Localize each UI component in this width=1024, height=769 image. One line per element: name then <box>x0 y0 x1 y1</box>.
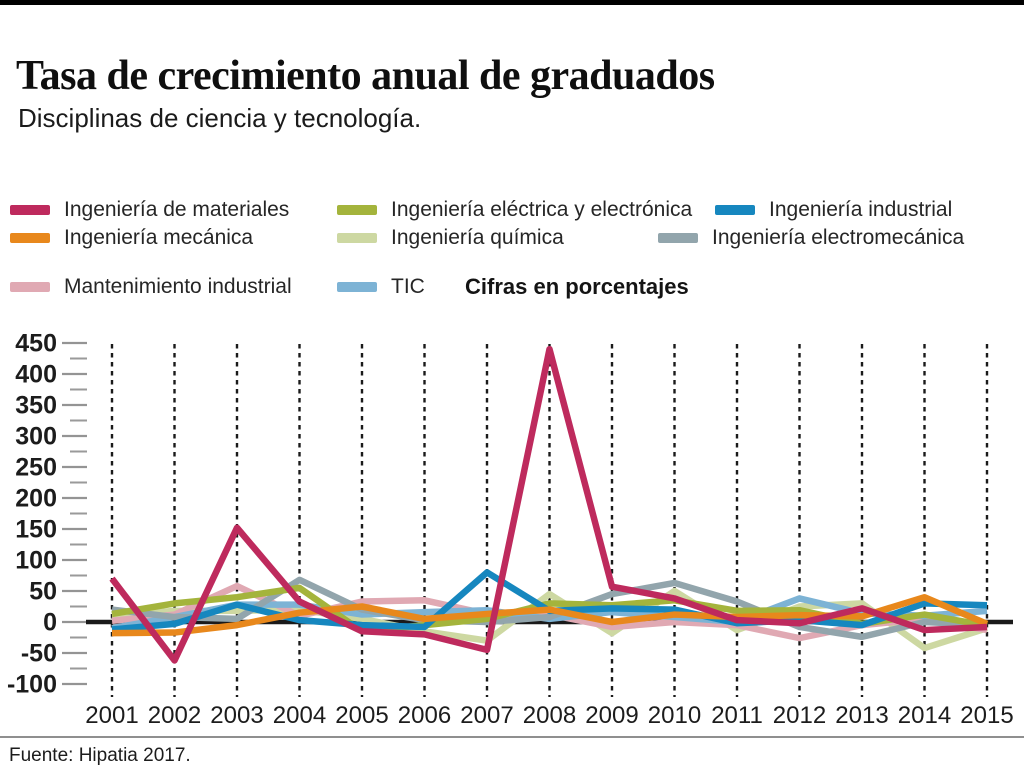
page-subtitle: Disciplinas de ciencia y tecnología. <box>18 103 422 133</box>
x-tick-label-2008: 2008 <box>523 702 576 729</box>
legend: Ingeniería de materiales Ingeniería eléct… <box>0 0 1024 320</box>
x-tick-label-2009: 2009 <box>585 702 638 729</box>
top-border-bar <box>0 0 1024 5</box>
x-tick-label-2001: 2001 <box>85 702 138 729</box>
legend-label: TIC <box>391 275 425 298</box>
y-tick-label: 250 <box>15 454 57 482</box>
legend-item: Ingeniería electromecánica <box>658 226 965 249</box>
legend-label: Ingeniería electromecánica <box>712 226 965 249</box>
legend-label: Mantenimiento industrial <box>64 275 292 298</box>
legend-label: Ingeniería mecánica <box>64 226 254 249</box>
growth-chart: -100 -50 0 50 100 150 200 250 300 350 400 450 2001 20… <box>7 330 1014 729</box>
x-tick-label-2004: 2004 <box>273 702 326 729</box>
y-tick-label: 350 <box>15 392 57 420</box>
y-tick-label: 50 <box>29 578 57 606</box>
y-tick-label: 150 <box>15 516 57 544</box>
series-line-electrica <box>111 584 988 635</box>
x-tick-label-2007: 2007 <box>460 702 513 729</box>
legend-item: Ingeniería mecánica <box>10 226 254 249</box>
legend-swatch-icon <box>658 233 698 243</box>
x-tick-label-2002: 2002 <box>148 702 201 729</box>
source-divider <box>0 736 1024 738</box>
legend-swatch-icon <box>337 282 377 292</box>
x-tick-label-2014: 2014 <box>898 702 951 729</box>
legend-item: Ingeniería industrial <box>715 198 953 221</box>
legend-label: Ingeniería de materiales <box>64 198 290 221</box>
legend-swatch-icon <box>10 205 50 215</box>
y-tick-label: -100 <box>7 671 57 699</box>
x-tick-label-2011: 2011 <box>711 702 763 729</box>
x-tick-label-2013: 2013 <box>835 702 888 729</box>
legend-swatch-icon <box>10 233 50 243</box>
source-text: Fuente: Hipatia 2017. <box>9 745 191 766</box>
page-title: Tasa de crecimiento anual de graduados <box>16 53 715 100</box>
y-tick-label: 200 <box>15 485 57 513</box>
legend-item: Ingeniería eléctrica y electrónica <box>337 198 693 221</box>
x-tick-label-2006: 2006 <box>398 702 451 729</box>
series-line-electromecanica <box>111 576 988 641</box>
legend-item: Ingeniería de materiales <box>10 198 290 221</box>
legend-item: TIC <box>337 275 425 298</box>
y-tick-label: -50 <box>21 640 57 668</box>
legend-swatch-icon <box>715 205 755 215</box>
legend-units-note: Cifras en porcentajes <box>465 274 689 299</box>
x-tick-label-2010: 2010 <box>648 702 701 729</box>
legend-item: Ingeniería química <box>337 226 564 249</box>
legend-label: Ingeniería química <box>391 226 564 249</box>
y-tick-label: 100 <box>15 547 57 575</box>
legend-swatch-icon <box>337 205 377 215</box>
x-tick-label-2015: 2015 <box>960 702 1013 729</box>
x-tick-label-2003: 2003 <box>210 702 263 729</box>
y-tick-label: 300 <box>15 423 57 451</box>
legend-item: Mantenimiento industrial <box>10 275 292 298</box>
y-tick-label: 0 <box>43 609 57 637</box>
y-tick-label: 450 <box>15 330 57 358</box>
x-tick-label-2012: 2012 <box>773 702 826 729</box>
legend-label: Ingeniería industrial <box>769 198 953 221</box>
legend-swatch-icon <box>337 233 377 243</box>
legend-swatch-icon <box>10 282 50 292</box>
y-tick-label: 400 <box>15 361 57 389</box>
legend-label: Ingeniería eléctrica y electrónica <box>391 198 693 221</box>
series-line-materiales <box>109 345 988 664</box>
x-tick-label-2005: 2005 <box>335 702 388 729</box>
